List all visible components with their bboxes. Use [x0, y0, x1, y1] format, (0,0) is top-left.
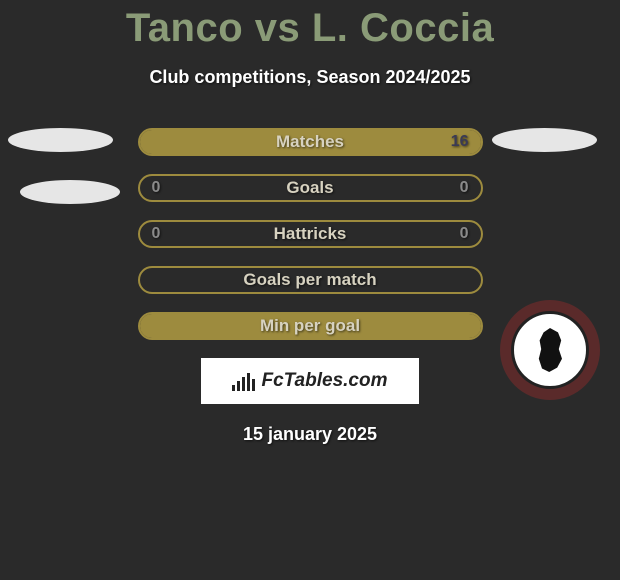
stat-value-left: 0 — [152, 179, 161, 197]
horse-silhouette-icon — [530, 328, 570, 372]
stat-value-right: 0 — [460, 225, 469, 243]
fctables-text: FcTables.com — [261, 370, 387, 392]
stat-value-right: 0 — [460, 179, 469, 197]
fctables-attribution[interactable]: FcTables.com — [201, 358, 419, 404]
club-logo-shield — [511, 311, 589, 389]
stat-value-right: 16 — [451, 133, 469, 151]
stat-label: Goals per match — [243, 270, 376, 290]
stat-label: Min per goal — [260, 316, 360, 336]
bar-icon-segment — [247, 373, 250, 391]
bar-icon-segment — [232, 385, 235, 391]
stat-row: Min per goal — [138, 312, 483, 340]
stat-row: 0 Goals 0 — [138, 174, 483, 202]
stat-label: Matches — [276, 132, 344, 152]
stat-label: Goals — [286, 178, 333, 198]
bar-icon-segment — [237, 381, 240, 391]
stat-label: Hattricks — [274, 224, 347, 244]
bar-icon-segment — [252, 379, 255, 391]
comparison-title: Tanco vs L. Coccia — [0, 0, 620, 51]
stat-value-left: 0 — [152, 225, 161, 243]
footer-date: 15 january 2025 — [0, 424, 620, 445]
stats-container: Matches 16 0 Goals 0 0 Hattricks 0 Goals per mat… — [0, 128, 620, 340]
stat-row: Goals per match — [138, 266, 483, 294]
bar-icon-segment — [242, 377, 245, 391]
stat-row: 0 Hattricks 0 — [138, 220, 483, 248]
stat-row: Matches 16 — [138, 128, 483, 156]
club-logo-right — [500, 300, 600, 400]
comparison-subtitle: Club competitions, Season 2024/2025 — [0, 67, 620, 88]
fctables-logo: FcTables.com — [232, 370, 387, 392]
bars-icon — [232, 371, 255, 391]
